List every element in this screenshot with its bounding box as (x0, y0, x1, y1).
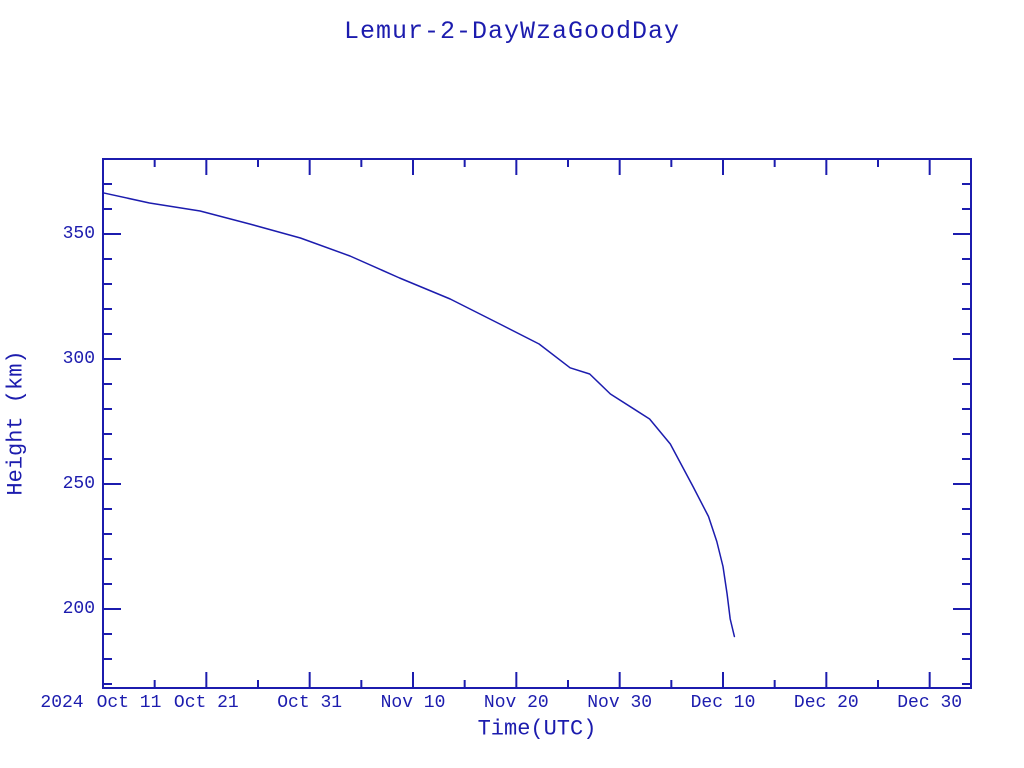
x-tick-label: Nov 30 (587, 693, 653, 713)
x-tick-label: Dec 20 (793, 693, 859, 713)
x-tick-label: Dec 10 (690, 693, 756, 713)
chart-title: Lemur-2-DayWzaGoodDay (343, 17, 681, 46)
y-tick-label: 300 (62, 349, 95, 369)
x-axis-title: Time(UTC) (477, 716, 597, 742)
x-tick-label: Oct 31 (277, 693, 343, 713)
x-tick-label: Oct 21 (173, 693, 239, 713)
year-label: 2024 (40, 693, 84, 713)
x-tick-label: Nov 10 (380, 693, 446, 713)
y-tick-label: 250 (62, 474, 95, 494)
axis-box (102, 158, 972, 689)
x-tick-label: Nov 20 (483, 693, 549, 713)
y-tick-label: 200 (62, 599, 95, 619)
decay-curve (102, 192, 736, 638)
y-axis-title: Height (km) (3, 350, 29, 496)
x-tick-label: Dec 30 (897, 693, 963, 713)
y-tick-label: 350 (62, 224, 95, 244)
x-tick-label: Oct 11 (96, 693, 162, 713)
